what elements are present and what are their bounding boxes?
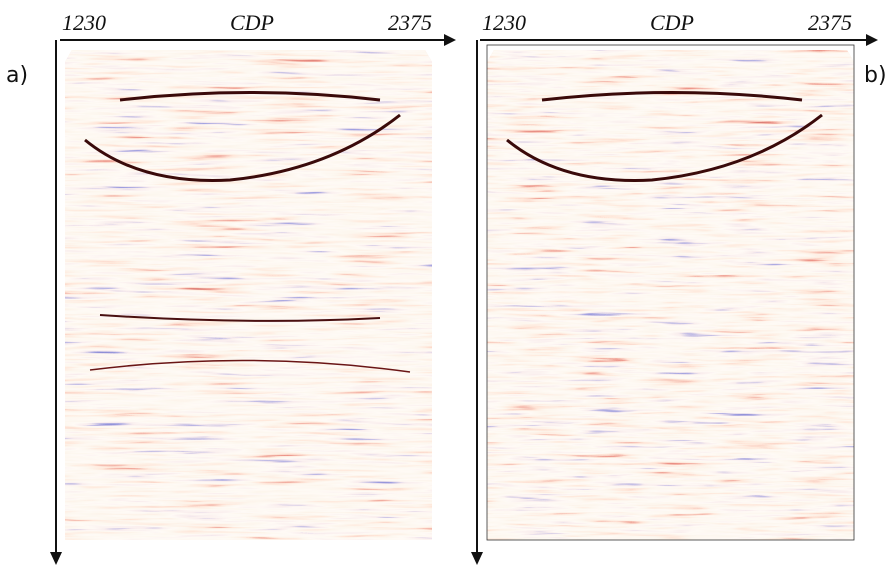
- x-start-label: 1230: [482, 10, 526, 35]
- x-start-label: 1230: [62, 10, 106, 35]
- x-end-label: 2375: [388, 10, 432, 35]
- arrowhead: [866, 34, 878, 46]
- panel-label: b): [864, 63, 887, 88]
- arrowhead: [444, 34, 456, 46]
- arrowhead: [471, 552, 483, 565]
- x-axis-title: CDP: [230, 10, 274, 35]
- section-texture: [487, 50, 854, 540]
- section-texture: [65, 50, 432, 540]
- section-border: [486, 44, 855, 541]
- reflectors: [84, 91, 411, 373]
- arrowhead: [50, 552, 62, 565]
- seismic-section-b: [486, 44, 855, 541]
- x-axis-title: CDP: [650, 10, 694, 35]
- seismic-section-a: [65, 50, 432, 540]
- reflectors: [506, 91, 823, 182]
- x-end-label: 2375: [808, 10, 852, 35]
- panel-label: a): [6, 63, 28, 88]
